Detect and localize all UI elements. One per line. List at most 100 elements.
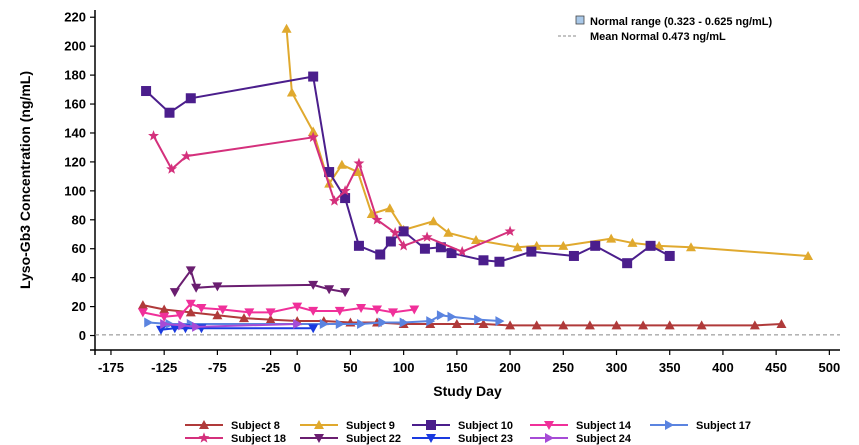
subject-17-point [436, 310, 446, 321]
legend-label: Subject 9 [346, 420, 395, 432]
subject-17-point [378, 317, 388, 328]
subject-18-point [166, 163, 178, 174]
legend-item-subject-23: Subject 23 [412, 433, 513, 445]
y-tick-label: 160 [64, 97, 86, 112]
subject-10-point [419, 243, 430, 254]
subject-8-point [185, 307, 196, 317]
subject-22-point [324, 285, 335, 295]
subject-8-line [142, 304, 782, 327]
subject-9-point [471, 235, 482, 245]
subject-24-series [160, 318, 303, 332]
normal-range-swatch [575, 15, 585, 25]
subject-22-point [169, 288, 180, 298]
subject-8-point [531, 320, 542, 330]
legend-top-label: Normal range (0.323 - 0.625 ng/mL) [590, 16, 773, 28]
x-tick-label: 450 [765, 360, 787, 375]
legend-item-subject-10: Subject 10 [412, 420, 513, 432]
subject-14-point [265, 308, 276, 318]
subject-10-point [164, 107, 175, 118]
subject-10-point [645, 240, 656, 251]
legend-top: Normal range (0.323 - 0.625 ng/mL) Mean N… [558, 15, 773, 43]
subject-14-series [137, 299, 420, 322]
subject-17-point [319, 318, 329, 329]
subject-9-point [443, 227, 454, 237]
legend-swatch-marker [314, 434, 324, 443]
subject-10-point [185, 93, 196, 104]
y-tick-label: 140 [64, 125, 86, 140]
subject-9-point [286, 87, 297, 97]
axes-layer: 0 20 40 60 80 100 120 140 160 180 200 220 -175 0 50 100… [17, 10, 840, 399]
legend-label: Subject 8 [231, 420, 280, 432]
y-axis-title: Lyso-Gb3 Concentration (ng/mL) [17, 71, 33, 289]
legend-bottom: Subject 8 Subject 9 Subject 10 Subject 14 Su… [185, 420, 751, 445]
subject-14-point [334, 306, 345, 316]
subject-18-point [339, 185, 351, 196]
subject-10-point [664, 250, 675, 261]
subject-8-point [749, 320, 760, 330]
legend-swatch-marker [545, 433, 554, 443]
subject-10-point [494, 256, 505, 267]
subject-9-point [686, 242, 696, 252]
legend-label: Subject 22 [346, 433, 401, 445]
x-tick-label: 100 [393, 360, 415, 375]
subject-18-series [148, 130, 516, 257]
y-tick-label: 200 [64, 39, 86, 54]
legend-item-subject-8: Subject 8 [185, 420, 280, 432]
subject-8-point [664, 320, 675, 330]
x-tick-label: 350 [659, 360, 681, 375]
y-tick-label: 0 [79, 328, 86, 343]
legend-label: Subject 14 [576, 420, 632, 432]
subject-9-point [308, 126, 319, 136]
subject-9-point [352, 167, 363, 177]
x-tick-label: -125 [151, 360, 177, 375]
subject-17-point [399, 317, 409, 328]
x-tick-label: -175 [98, 360, 124, 375]
x-tick-label: 150 [446, 360, 468, 375]
subject-22-series [169, 266, 351, 298]
legend-label: Subject 18 [231, 433, 286, 445]
legend-item-subject-14: Subject 14 [530, 420, 632, 432]
subject-18-point [371, 214, 383, 225]
legend-swatch-marker [198, 432, 210, 443]
subject-22-line [174, 268, 346, 294]
subject-14-point [217, 305, 228, 315]
legend-item-subject-17: Subject 17 [650, 420, 751, 432]
subject-24-point [293, 318, 303, 329]
subject-8-point [776, 318, 787, 328]
y-tick-label: 40 [72, 270, 86, 285]
subject-22-point [340, 288, 351, 298]
legend-swatch-marker [426, 420, 436, 430]
x-tick-label: 400 [712, 360, 734, 375]
subject-18-point [398, 240, 410, 251]
subject-9-point [384, 203, 395, 213]
x-tick-label: -75 [208, 360, 227, 375]
y-tick-label: 120 [64, 154, 86, 169]
subject-23-point [308, 324, 319, 334]
subject-9-point [428, 216, 439, 226]
subject-10-point [526, 246, 537, 257]
subject-14-point [356, 304, 367, 314]
subject-14-point [292, 302, 303, 312]
subject-8-point [239, 313, 249, 323]
subject-24-point [160, 318, 170, 329]
subject-8-point [558, 320, 569, 330]
legend-swatch-marker [199, 420, 209, 429]
subject-14-point [388, 308, 398, 318]
subject-10-point [446, 248, 457, 259]
subject-10-point [375, 249, 386, 260]
subject-17-point [474, 314, 484, 325]
subject-18-point [148, 130, 159, 141]
subject-24-point [178, 320, 188, 331]
subject-17-point [335, 318, 345, 329]
legend-label: Subject 23 [458, 433, 513, 445]
subject-9-point [366, 209, 377, 218]
subject-18-point [456, 245, 468, 257]
x-tick-label: 50 [343, 360, 357, 375]
subject-10-point [590, 240, 601, 251]
subject-22-point [191, 283, 202, 293]
subject-10-point [308, 71, 319, 82]
legend-item-subject-9: Subject 9 [300, 420, 395, 432]
subject-18-point [181, 150, 192, 161]
subject-8-point [696, 320, 707, 330]
